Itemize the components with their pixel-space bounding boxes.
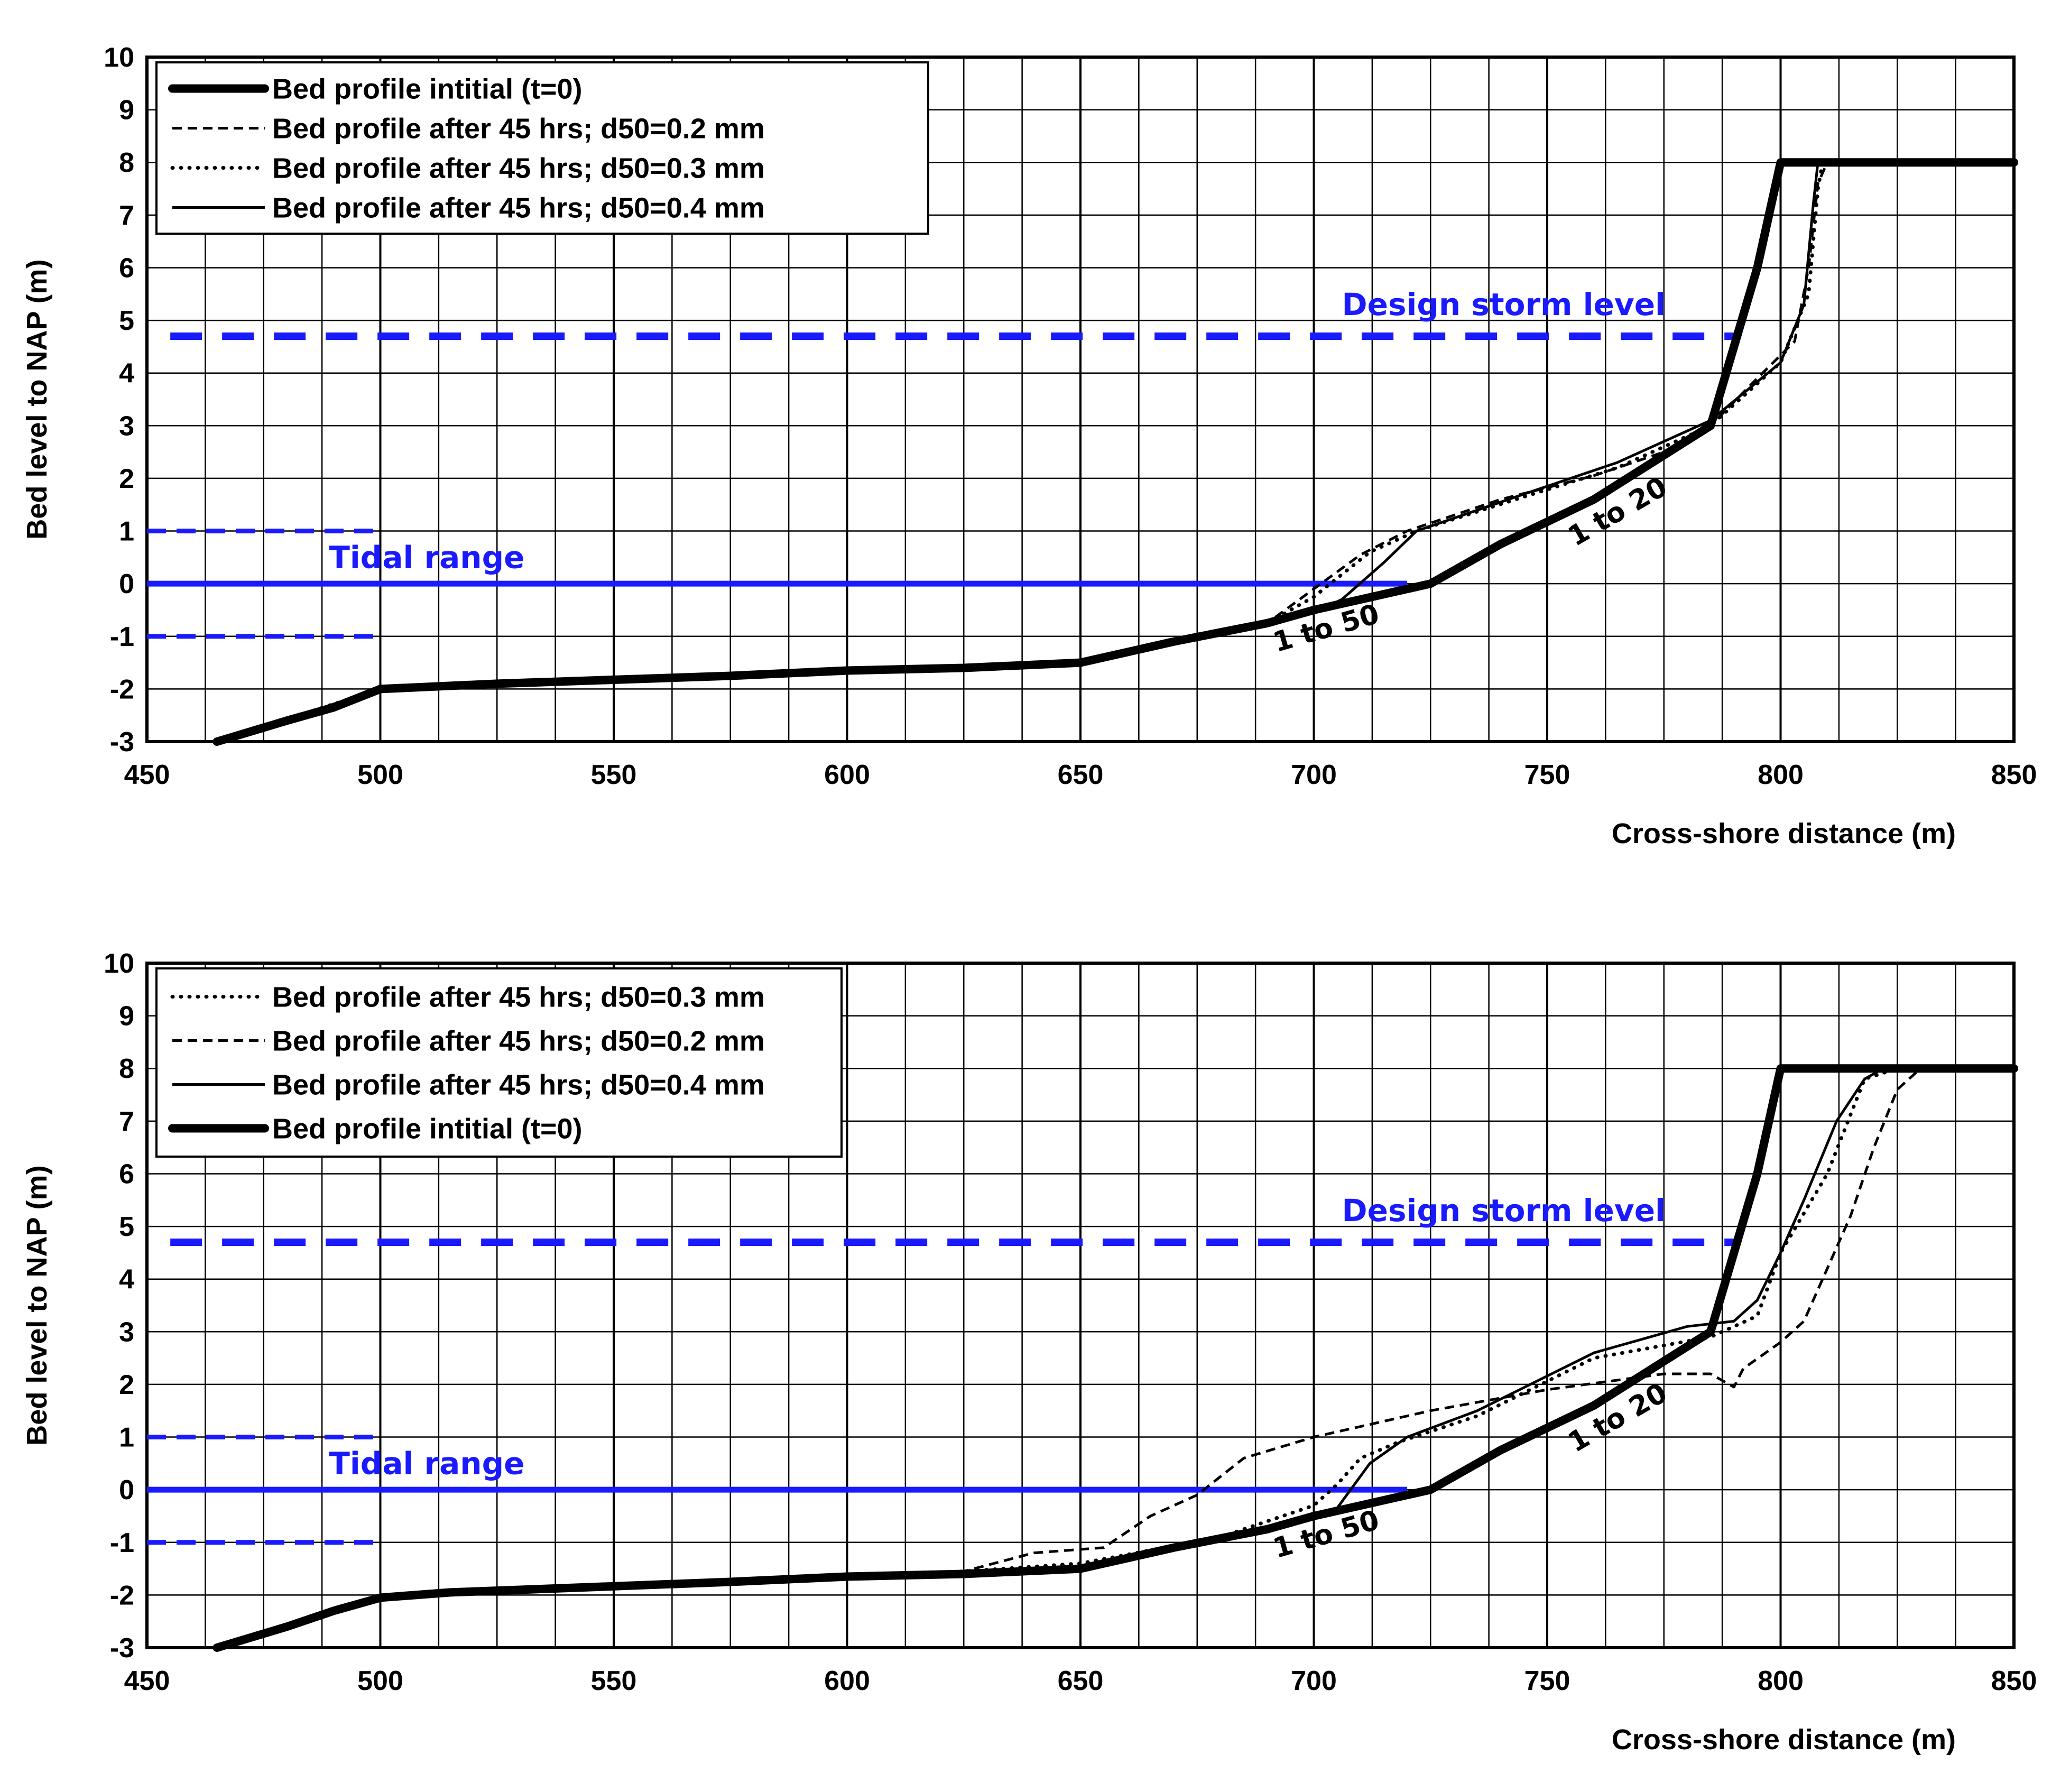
- series-line-d04: [216, 161, 2014, 743]
- chart-1: 450 500 550 600 650 700 750 800 850 -3 -2 -1 0 1 2 3 4 5 6…: [21, 42, 2037, 849]
- x-tick-label: 600: [824, 1666, 870, 1696]
- y-tick-label: 3: [119, 1317, 134, 1347]
- y-tick-label: 3: [119, 411, 134, 441]
- y-tick-label: 10: [104, 948, 134, 979]
- y-tick-label: 8: [119, 147, 134, 178]
- y-tick-label: -2: [110, 1580, 134, 1611]
- x-tick-label: 650: [1058, 760, 1104, 790]
- y-tick-label: -3: [110, 727, 134, 758]
- y-tick-label: 1: [119, 1422, 134, 1453]
- legend-label-d02: Bed profile after 45 hrs; d50=0.2 mm: [272, 113, 765, 145]
- x-tick-label: 800: [1758, 1666, 1804, 1696]
- y-tick-label: 0: [119, 569, 134, 599]
- plot-frame: [145, 962, 2016, 1649]
- y-tick-label: 8: [119, 1054, 134, 1084]
- y-tick-label: -2: [110, 674, 134, 705]
- legend-box: [155, 61, 929, 235]
- x-tick-label: 500: [357, 760, 403, 790]
- y-tick-label: -1: [110, 1528, 134, 1558]
- legend-label-d02: Bed profile after 45 hrs; d50=0.2 mm: [272, 1026, 765, 1057]
- y-tick-label: 2: [119, 464, 134, 494]
- legend-label-d03: Bed profile after 45 hrs; d50=0.3 mm: [272, 982, 765, 1013]
- x-tick-label: 700: [1291, 760, 1337, 790]
- x-tick-label: 450: [124, 1666, 170, 1696]
- x-tick-label: 750: [1524, 1666, 1570, 1696]
- y-axis-title: Bed level to NAP (m): [21, 259, 53, 539]
- chart-2: 450 500 550 600 650 700 750 800 850 -3 -2 -1 0 1 2 3 4 5 6…: [21, 948, 2037, 1756]
- x-tick-label: 650: [1058, 1666, 1104, 1696]
- x-tick-label: 550: [591, 760, 637, 790]
- y-tick-label: -1: [110, 622, 134, 652]
- y-tick-label: 7: [119, 200, 134, 231]
- y-tick-label: 4: [119, 1264, 134, 1295]
- y-tick-label: 0: [119, 1475, 134, 1505]
- x-tick-label: 850: [1991, 760, 2037, 790]
- legend-label-d03: Bed profile after 45 hrs; d50=0.3 mm: [272, 153, 765, 184]
- y-tick-label: 1: [119, 516, 134, 547]
- y-tick-label: 5: [119, 1212, 134, 1242]
- x-axis-title: Cross-shore distance (m): [1612, 818, 1956, 849]
- y-tick-label: 6: [119, 1159, 134, 1189]
- y-axis-title: Bed level to NAP (m): [21, 1165, 53, 1445]
- x-tick-label: 600: [824, 760, 870, 790]
- annotation-label: Tidal range: [329, 1445, 524, 1481]
- legend-label-d04: Bed profile after 45 hrs; d50=0.4 mm: [272, 192, 765, 224]
- y-tick-label: 9: [119, 1001, 134, 1032]
- y-tick-label: -3: [110, 1633, 134, 1664]
- x-axis-title: Cross-shore distance (m): [1612, 1724, 1956, 1756]
- plot-frame: [145, 56, 2016, 743]
- y-tick-label: 2: [119, 1370, 134, 1400]
- annotation-label: Tidal range: [329, 539, 524, 575]
- x-tick-label: 550: [591, 1666, 637, 1696]
- annotation-label: Design storm level: [1342, 1193, 1665, 1228]
- x-tick-label: 700: [1291, 1666, 1337, 1696]
- series-line-d04: [216, 1067, 2014, 1649]
- legend-label-d04: Bed profile after 45 hrs; d50=0.4 mm: [272, 1069, 765, 1101]
- x-tick-label: 850: [1991, 1666, 2037, 1696]
- legend-box: [155, 967, 843, 1158]
- y-tick-label: 7: [119, 1106, 134, 1137]
- legend-label-initial: Bed profile intitial (t=0): [272, 73, 583, 105]
- legend-label-initial: Bed profile intitial (t=0): [272, 1113, 583, 1145]
- y-tick-label: 5: [119, 306, 134, 336]
- y-tick-label: 6: [119, 253, 134, 283]
- y-tick-label: 9: [119, 95, 134, 126]
- y-tick-label: 4: [119, 358, 134, 389]
- series-line-d02: [216, 1067, 2014, 1649]
- x-tick-label: 800: [1758, 760, 1804, 790]
- x-tick-label: 450: [124, 760, 170, 790]
- y-tick-label: 10: [104, 42, 134, 73]
- x-tick-label: 500: [357, 1666, 403, 1696]
- annotation-label: Design storm level: [1342, 287, 1665, 322]
- x-tick-label: 750: [1524, 760, 1570, 790]
